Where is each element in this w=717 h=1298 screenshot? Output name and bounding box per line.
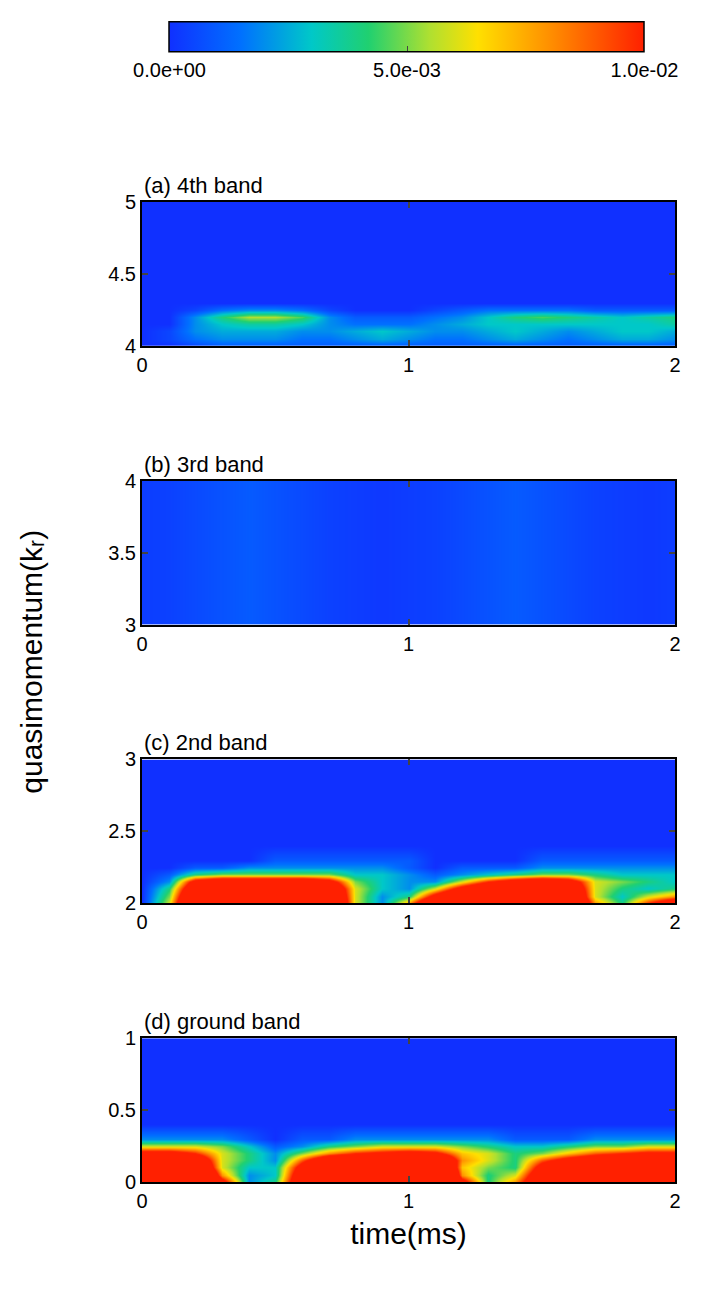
svg-text:1: 1 [125,1027,136,1049]
svg-text:2.5: 2.5 [108,820,136,842]
svg-text:3.5: 3.5 [108,542,136,564]
svg-text:0: 0 [136,354,147,376]
svg-text:0.5: 0.5 [108,1099,136,1121]
svg-text:time(ms): time(ms) [350,1217,467,1250]
svg-text:0: 0 [136,1190,147,1212]
svg-text:0: 0 [136,633,147,655]
svg-text:4: 4 [125,335,136,357]
svg-text:(d) ground band: (d) ground band [144,1009,301,1034]
svg-text:(a) 4th band: (a) 4th band [144,173,263,198]
svg-text:2: 2 [669,354,680,376]
svg-text:0: 0 [136,911,147,933]
svg-text:1: 1 [403,354,414,376]
svg-text:2: 2 [669,1190,680,1212]
svg-text:0.0e+00: 0.0e+00 [133,59,206,81]
svg-text:3: 3 [125,748,136,770]
svg-text:0: 0 [125,1171,136,1193]
svg-text:1: 1 [403,1190,414,1212]
svg-text:(b) 3rd band: (b) 3rd band [144,452,264,477]
svg-text:3: 3 [125,614,136,636]
svg-text:1.0e-02: 1.0e-02 [611,59,679,81]
svg-text:2: 2 [669,633,680,655]
svg-text:4: 4 [125,470,136,492]
svg-text:2: 2 [125,892,136,914]
svg-text:2: 2 [669,911,680,933]
svg-text:5: 5 [125,191,136,213]
svg-text:1: 1 [403,911,414,933]
svg-text:1: 1 [403,633,414,655]
svg-text:quasimomentum(kᵣ): quasimomentum(kᵣ) [15,530,48,794]
svg-text:(c) 2nd band: (c) 2nd band [144,730,268,755]
svg-text:4.5: 4.5 [108,263,136,285]
svg-text:5.0e-03: 5.0e-03 [373,59,441,81]
